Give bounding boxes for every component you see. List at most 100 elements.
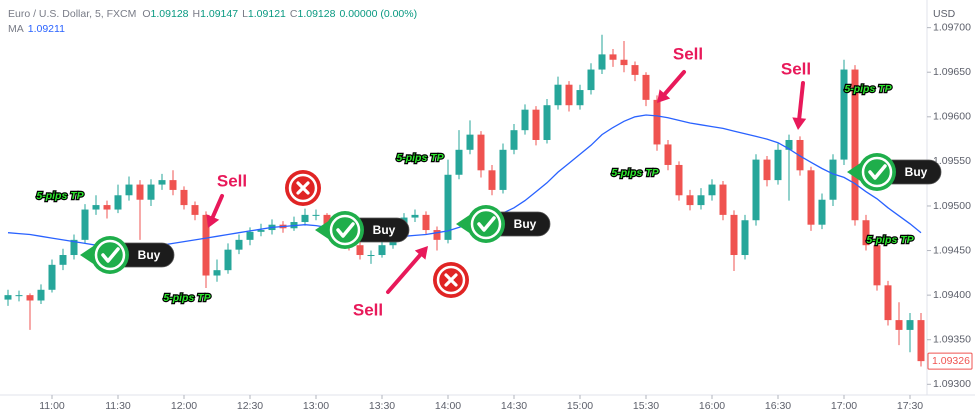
ohlc-key: O [142,8,150,20]
candle-body [356,245,364,256]
candle-body [741,220,749,256]
candle-body [708,184,716,196]
candle-body [169,180,177,190]
x-icon-ring [436,265,466,295]
candle-body [631,65,639,75]
sell-arrow-head [792,117,807,130]
candle-body [895,320,903,330]
candle-body [576,90,584,106]
candle-body [851,69,859,221]
candle-body [246,231,254,240]
candle-body [213,270,221,276]
check-mark [477,216,496,232]
ohlc-key: H [193,8,201,20]
candle-body [158,180,166,185]
tp-label: 5-pips TP [611,167,659,179]
buy-badge [491,211,551,237]
x-tick-label: 12:30 [237,400,263,412]
y-tick-label: 1.09450 [933,244,971,256]
sell-arrow-shaft [662,70,686,96]
candle-body [257,230,265,232]
candle-body [367,255,375,257]
candle-body [873,245,881,286]
candle-body [103,205,111,210]
candle-body [70,239,78,256]
candle-body [4,295,12,300]
x-tick-label: 16:00 [699,400,725,412]
x-tick-label: 12:00 [171,400,197,412]
candle-body [411,214,419,218]
sell-label: Sell [673,44,703,63]
x-tick-label: 11:30 [105,400,131,412]
x-tick-label: 14:00 [435,400,461,412]
candle-body [59,255,67,265]
check-mark [336,222,355,238]
ma-value: 1.09211 [28,23,65,35]
ma-header: MA 1.09211 [8,23,65,35]
buy-label: Buy [138,248,161,262]
currency-label: USD [933,8,956,20]
candle-body [488,170,496,190]
check-mark [101,247,120,263]
y-tick-label: 1.09350 [933,333,971,345]
candle-body [312,214,320,216]
candle-body [180,189,188,206]
candle-body [477,134,485,171]
x-tick-label: 15:30 [633,400,659,412]
candle-body [92,205,100,210]
y-tick-label: 1.09600 [933,111,971,123]
candle-body [378,245,386,256]
candle-body [499,149,507,190]
candle-body [444,174,452,240]
x-mark [444,273,458,287]
sell-label: Sell [353,300,383,319]
ohlc-value: 1.09128 [297,8,335,20]
x-tick-label: 17:30 [897,400,923,412]
candle-body [191,205,199,215]
x-icon-ring [288,173,318,203]
candle-body [455,149,463,175]
candle-body [653,99,661,145]
candle-body [301,214,309,223]
tp-label: 5-pips TP [36,190,84,202]
tp-label: 5-pips TP [844,83,892,95]
buy-label: Buy [514,217,537,231]
candle-body [752,159,760,221]
check-icon-ring [329,214,361,246]
candle-body [697,195,705,206]
buy-label: Buy [373,223,396,237]
buy-badge [882,159,942,185]
x-mark [296,181,310,195]
sell-arrow-head [657,89,671,103]
check-icon-ring [861,156,893,188]
candle-body [235,239,243,250]
candle-body [37,289,45,301]
candle-body [147,184,155,200]
ohlc-key: L [242,8,248,20]
candle-body [543,105,551,140]
y-tick-label: 1.09550 [933,155,971,167]
sell-label: Sell [781,59,811,78]
x-tick-label: 15:00 [567,400,593,412]
tp-label: 5-pips TP [866,234,914,246]
ohlc-key: C [290,8,298,20]
candle-body [81,209,89,240]
candle-body [818,199,826,225]
candle-body [433,230,441,240]
y-tick-label: 1.09400 [933,289,971,301]
candle-body [620,59,628,66]
candle-body [323,214,331,225]
y-tick-label: 1.09650 [933,66,971,78]
candle-body [598,54,606,70]
sell-arrow-head [206,214,220,228]
candle-body [136,184,144,200]
candle-body [224,249,232,271]
candle-body [664,144,672,165]
candle-body [565,84,573,106]
candle-body [642,74,650,100]
header-line: Euro / U.S. Dollar, 5, FXCM O1.09128 H1.09… [8,8,417,20]
candle-body [862,220,870,246]
check-icon-ring [94,239,126,271]
candle-body [730,214,738,256]
sell-arrow-head [414,246,428,260]
